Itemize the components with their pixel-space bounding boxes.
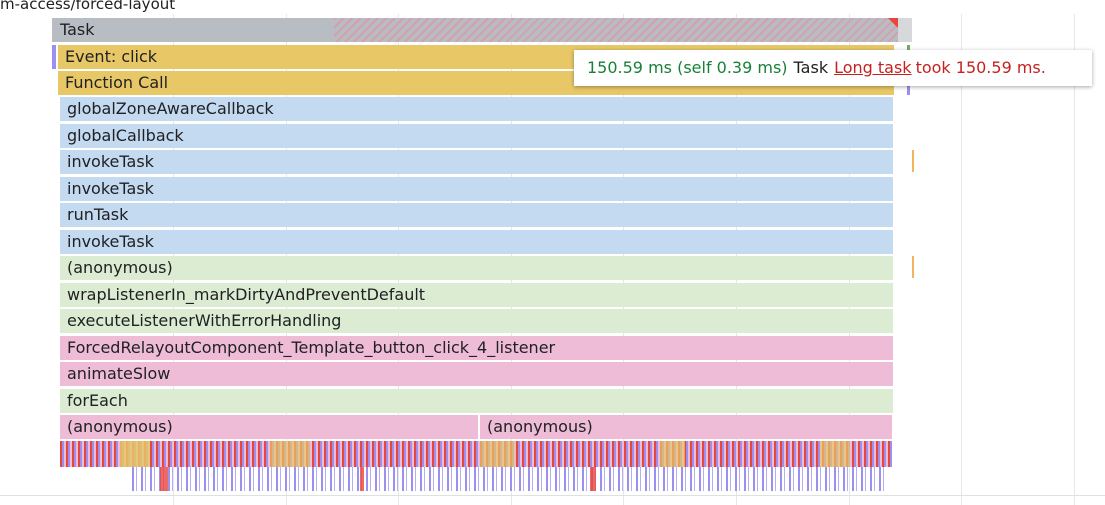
tooltip-duration: 150.59 ms (self 0.39 ms) bbox=[587, 58, 788, 77]
tooltip-event-name: Task bbox=[793, 58, 829, 77]
long-task-link[interactable]: Long task bbox=[834, 58, 912, 77]
flame-row-execute-listener[interactable]: executeListenerWithErrorHandling bbox=[60, 309, 893, 333]
flame-row-for-each[interactable]: forEach bbox=[60, 389, 893, 413]
tick-mark bbox=[912, 150, 914, 172]
flame-row-invoke-task[interactable]: invokeTask bbox=[60, 150, 893, 174]
micro-flame-strip bbox=[60, 441, 892, 467]
event-marker bbox=[52, 45, 56, 69]
flame-row-forced-relayout-listener[interactable]: ForcedRelayoutComponent_Template_button_… bbox=[60, 336, 893, 360]
page-url-label: m-access/forced-layout bbox=[0, 0, 176, 13]
micro-flame-strip-lower bbox=[128, 467, 888, 491]
flame-row-run-task[interactable]: runTask bbox=[60, 203, 893, 227]
flame-row-wrap-listener[interactable]: wrapListenerIn_markDirtyAndPreventDefaul… bbox=[60, 283, 893, 307]
flame-row-invoke-task[interactable]: invokeTask bbox=[60, 230, 893, 254]
flame-row-anonymous-right[interactable]: (anonymous) bbox=[480, 415, 892, 439]
flame-row-anonymous-left[interactable]: (anonymous) bbox=[60, 415, 478, 439]
tick-mark bbox=[912, 256, 914, 278]
flame-row-invoke-task[interactable]: invokeTask bbox=[60, 177, 893, 201]
task-tail-block[interactable] bbox=[898, 18, 912, 42]
flame-row-global-callback[interactable]: globalCallback bbox=[60, 124, 893, 148]
tooltip-message: took 150.59 ms. bbox=[915, 58, 1046, 77]
flame-row-anonymous[interactable]: (anonymous) bbox=[60, 256, 893, 280]
long-task-hatch bbox=[334, 18, 898, 42]
long-task-warning-triangle bbox=[888, 18, 898, 28]
timeline-bottom-divider bbox=[0, 495, 1105, 496]
flame-row-global-zone-aware-callback[interactable]: globalZoneAwareCallback bbox=[60, 97, 893, 121]
flame-row-animate-slow[interactable]: animateSlow bbox=[60, 362, 893, 386]
long-task-tooltip: 150.59 ms (self 0.39 ms) Task Long task too… bbox=[574, 50, 1092, 86]
